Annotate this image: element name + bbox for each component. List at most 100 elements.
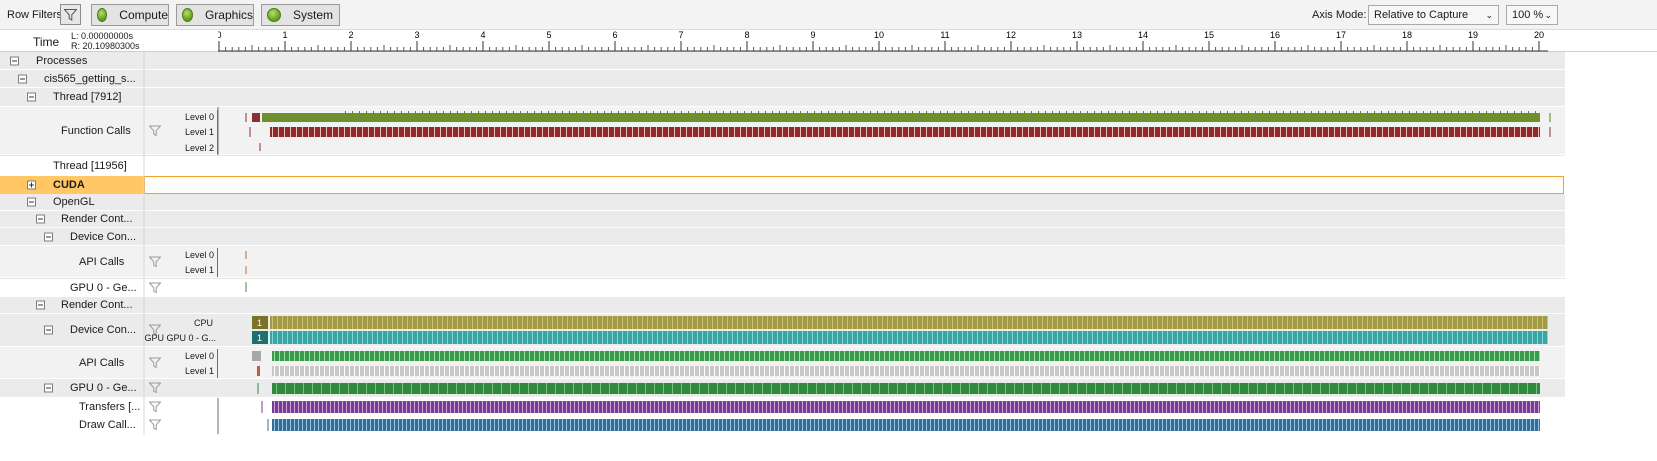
zoom-select[interactable]: 100 % ⌄ xyxy=(1506,5,1558,25)
thread-7912-row[interactable]: Thread [7912] xyxy=(0,88,1565,107)
thread-11956-label: Thread [11956] xyxy=(53,159,127,172)
toolbar: Row Filters Compute Graphics System Axis… xyxy=(0,0,1657,30)
zoom-value: 100 % xyxy=(1512,9,1544,21)
gpu-track-bar[interactable] xyxy=(270,331,1548,344)
gpu-2-label: GPU 0 - Ge... xyxy=(70,382,137,394)
axis-mode-label: Axis Mode: xyxy=(1312,9,1367,21)
api-calls-2-level0-start[interactable] xyxy=(252,351,261,361)
time-ruler[interactable]: 0 1 2 3 4 5 6 7 8 9 10 11 12 13 14 15 16 17 18 19 20 xyxy=(218,30,1548,52)
ruler-tick-label: 7 xyxy=(678,30,683,40)
render-context-1-row[interactable]: Render Cont... xyxy=(0,211,1565,228)
ruler-tick-label: 20 xyxy=(1534,30,1544,40)
filter-icon[interactable] xyxy=(149,125,161,136)
filter-icon[interactable] xyxy=(149,256,161,267)
process-row[interactable]: cis565_getting_s... xyxy=(0,70,1565,88)
chevron-down-icon: ⌄ xyxy=(1544,10,1552,20)
filter-icon[interactable] xyxy=(149,357,161,368)
ruler-tick-label: 2 xyxy=(348,30,353,40)
ruler-tick-label: 17 xyxy=(1336,30,1346,40)
transfers-label: Transfers [... xyxy=(79,400,141,413)
ruler-tick-label: 6 xyxy=(612,30,617,40)
system-button-label: System xyxy=(293,8,334,22)
ruler-tick-label: 13 xyxy=(1072,30,1082,40)
api-calls-2-level1-start[interactable] xyxy=(257,366,260,376)
level-1-label: Level 1 xyxy=(184,366,214,376)
cuda-label: CUDA xyxy=(53,178,85,191)
render-context-1-label: Render Cont... xyxy=(61,213,133,225)
filter-icon[interactable] xyxy=(149,324,161,336)
row-filters-label: Row Filters xyxy=(7,9,63,21)
cpu-label: CPU xyxy=(193,318,213,328)
level-0-label: Level 0 xyxy=(184,112,214,122)
opengl-row[interactable]: OpenGL xyxy=(0,194,1565,211)
time-right-bound: R: 20.10980300s xyxy=(71,41,140,51)
cpu-count: 1 xyxy=(257,318,262,328)
system-filter-button[interactable]: System xyxy=(261,4,340,26)
processes-label: Processes xyxy=(36,54,88,67)
cuda-row[interactable]: CUDA xyxy=(0,176,1565,194)
gpu-1-row[interactable]: GPU 0 - Ge... xyxy=(0,278,1565,297)
collapse-icon[interactable] xyxy=(44,383,53,393)
api-calls-2-level0-bar[interactable] xyxy=(272,351,1540,361)
ruler-tick-label: 18 xyxy=(1402,30,1412,40)
thread-11956-row[interactable]: Thread [11956] xyxy=(0,155,1565,176)
filter-icon[interactable] xyxy=(149,419,161,430)
gpu-context-label: GPU GPU 0 - G... xyxy=(144,333,216,343)
timeline-tracks[interactable]: 1 1 xyxy=(0,52,1565,435)
gpu-1-label: GPU 0 - Ge... xyxy=(70,281,137,294)
draw-calls-label: Draw Call... xyxy=(79,418,136,431)
device-context-1-row[interactable]: Device Con... xyxy=(0,228,1565,246)
expand-icon[interactable] xyxy=(27,180,36,189)
processes-row[interactable]: Processes xyxy=(0,52,1565,70)
system-status-icon xyxy=(267,8,281,22)
ruler-tick-label: 10 xyxy=(874,30,884,40)
collapse-icon[interactable] xyxy=(27,92,36,102)
opengl-label: OpenGL xyxy=(53,196,95,208)
api-calls-1-label: API Calls xyxy=(79,255,125,268)
collapse-icon[interactable] xyxy=(18,74,27,83)
ruler-tick-label: 8 xyxy=(744,30,749,40)
function-calls-level0-bar[interactable] xyxy=(262,113,1540,122)
cpu-track-bar[interactable] xyxy=(270,316,1548,329)
api-calls-2-level1-bar[interactable] xyxy=(272,366,1540,376)
level-1-label: Level 1 xyxy=(184,127,214,137)
thread-7912-label: Thread [7912] xyxy=(53,91,122,103)
ruler-tick-label: 9 xyxy=(810,30,815,40)
filter-icon[interactable] xyxy=(149,382,161,394)
ruler-tick-label: 4 xyxy=(480,30,485,40)
graphics-button-label: Graphics xyxy=(204,8,253,22)
function-calls-level1-bar[interactable] xyxy=(270,127,1540,137)
graphics-status-icon xyxy=(182,8,193,22)
collapse-icon[interactable] xyxy=(27,197,36,207)
ruler-tick-label: 14 xyxy=(1138,30,1148,40)
row-filter-button[interactable] xyxy=(60,4,81,25)
compute-button-label: Compute xyxy=(119,8,168,22)
filter-icon[interactable] xyxy=(149,401,161,412)
ruler-tick-label: 3 xyxy=(414,30,419,40)
right-margin xyxy=(1565,52,1657,461)
ruler-tick-label: 16 xyxy=(1270,30,1280,40)
level-labels: Level 0 Level 1 xyxy=(165,248,218,277)
collapse-icon[interactable] xyxy=(36,214,45,224)
render-context-2-label: Render Cont... xyxy=(61,299,133,311)
ruler-tick-label: 11 xyxy=(940,30,949,40)
device-context-2-label: Device Con... xyxy=(70,324,137,336)
filter-icon[interactable] xyxy=(149,282,161,293)
ruler-tick-label: 5 xyxy=(546,30,551,40)
gpu-count-badge: 1 xyxy=(252,331,268,344)
render-context-2-row[interactable]: Render Cont... xyxy=(0,297,1565,314)
graphics-filter-button[interactable]: Graphics xyxy=(176,4,254,26)
device-context-1-label: Device Con... xyxy=(70,230,137,243)
compute-filter-button[interactable]: Compute xyxy=(91,4,169,26)
time-left-bound: L: 0.00000000s xyxy=(71,31,134,41)
collapse-icon[interactable] xyxy=(10,56,19,65)
collapse-icon[interactable] xyxy=(36,300,45,310)
collapse-icon[interactable] xyxy=(44,232,53,241)
gpu-count: 1 xyxy=(257,333,262,343)
function-calls-level0-start[interactable] xyxy=(252,113,260,122)
axis-mode-select[interactable]: Relative to Capture ⌄ xyxy=(1368,5,1499,25)
api-calls-1-row[interactable]: API Calls Level 0 Level 1 xyxy=(0,246,1565,278)
collapse-icon[interactable] xyxy=(44,325,53,335)
level-2-label: Level 2 xyxy=(184,143,214,153)
ruler-tick-label: 12 xyxy=(1006,30,1016,40)
